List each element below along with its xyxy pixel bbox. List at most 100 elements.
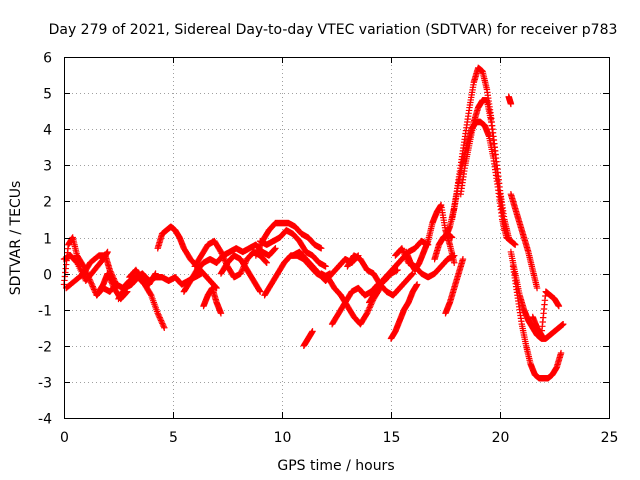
- x-tick-label: 10: [274, 430, 292, 446]
- data-point-marker: [363, 310, 371, 317]
- data-point-marker: [90, 284, 97, 292]
- series-arc-31: [509, 263, 565, 382]
- series-arc-13: [257, 227, 329, 270]
- data-point-marker: [398, 245, 406, 252]
- data-point-marker: [364, 308, 371, 316]
- y-tick-label: -2: [38, 340, 52, 356]
- series-arc-9: [191, 237, 270, 281]
- data-point-marker: [108, 271, 115, 278]
- data-point-marker: [219, 251, 226, 259]
- data-point-marker: [257, 288, 264, 295]
- series-arc-25: [442, 255, 467, 317]
- series-arc-23: [403, 201, 458, 274]
- data-point-marker: [154, 310, 161, 317]
- data-point-marker: [365, 305, 373, 313]
- data-point-marker: [322, 263, 329, 270]
- data-point-marker: [110, 275, 117, 282]
- y-tick-label: 6: [43, 51, 52, 67]
- data-point-marker: [152, 270, 159, 277]
- data-series: [60, 64, 567, 382]
- data-point-marker: [238, 267, 246, 274]
- data-point-marker: [270, 246, 278, 253]
- x-axis-title: GPS time / hours: [277, 458, 394, 474]
- data-point-marker: [262, 258, 270, 266]
- data-point-marker: [400, 248, 407, 255]
- data-point-marker: [256, 243, 263, 251]
- data-point-marker: [155, 311, 162, 318]
- data-point-marker: [88, 280, 95, 287]
- data-point-marker: [109, 274, 117, 281]
- data-point-marker: [253, 249, 261, 256]
- data-point-marker: [104, 248, 111, 256]
- data-point-marker: [88, 281, 96, 289]
- chart-title: Day 279 of 2021, Sidereal Day-to-day VTE…: [49, 22, 618, 38]
- series-arc-6: [126, 266, 159, 288]
- data-point-marker: [220, 254, 227, 261]
- data-point-marker: [89, 283, 96, 290]
- data-point-marker: [399, 246, 406, 253]
- data-point-marker: [107, 269, 115, 277]
- data-point-marker: [87, 279, 95, 286]
- data-point-marker: [157, 315, 164, 323]
- data-point-marker: [217, 310, 225, 317]
- series-arc-33: [529, 288, 563, 339]
- data-point-marker: [512, 241, 519, 248]
- grid-lines: [64, 57, 609, 418]
- data-point-marker: [151, 271, 159, 278]
- series-arc-16: [300, 328, 316, 349]
- data-point-marker: [159, 321, 167, 329]
- data-point-marker: [413, 281, 421, 288]
- data-point-marker: [221, 255, 228, 263]
- data-point-marker: [459, 255, 467, 263]
- series-arc-11: [217, 252, 264, 295]
- data-point-marker: [272, 245, 279, 252]
- data-point-marker: [533, 284, 541, 292]
- series-arc-19: [344, 252, 416, 299]
- x-tick-label: 15: [383, 430, 401, 446]
- data-point-marker: [555, 302, 563, 310]
- data-point-marker: [111, 276, 118, 284]
- x-tick-label: 20: [492, 430, 510, 446]
- data-point-marker: [271, 245, 279, 253]
- y-tick-label: 5: [43, 87, 52, 103]
- y-tick-label: 3: [43, 159, 52, 175]
- series-arc-10: [200, 284, 225, 317]
- data-point-marker: [505, 234, 512, 241]
- data-point-marker: [263, 259, 270, 266]
- data-point-marker: [155, 312, 163, 320]
- data-point-marker: [212, 284, 220, 291]
- data-point-marker: [90, 286, 98, 293]
- data-point-marker: [238, 268, 245, 276]
- data-point-marker: [72, 258, 79, 265]
- data-point-marker: [157, 317, 165, 324]
- y-tick-label: 0: [43, 268, 52, 284]
- series-arc-30: [507, 248, 567, 342]
- data-point-marker: [309, 328, 316, 335]
- data-point-marker: [365, 307, 372, 314]
- data-point-marker: [160, 323, 167, 330]
- data-point-marker: [262, 258, 269, 265]
- y-tick-label: 2: [43, 195, 52, 211]
- data-point-marker: [252, 252, 260, 259]
- data-point-marker: [448, 234, 456, 241]
- data-point-marker: [156, 314, 163, 321]
- data-point-marker: [451, 259, 458, 266]
- x-tick-label: 5: [169, 430, 178, 446]
- data-point-marker: [159, 320, 166, 327]
- data-point-marker: [408, 271, 416, 278]
- series-arc-21: [387, 281, 421, 342]
- y-tick-label: -4: [38, 412, 52, 428]
- data-point-marker: [107, 268, 114, 275]
- data-point-marker: [106, 266, 113, 274]
- series-arc-3: [62, 252, 120, 292]
- series-arc-28: [457, 97, 508, 234]
- data-point-marker: [255, 246, 262, 253]
- data-point-marker: [219, 253, 227, 260]
- data-point-marker: [217, 248, 225, 256]
- series-arc-32: [507, 190, 541, 292]
- data-point-marker: [394, 266, 401, 274]
- data-point-marker: [256, 287, 263, 294]
- y-tick-label: 1: [43, 232, 52, 248]
- axis-ticks: 0 5 10 15 20 25 -4 -3 -2 -1 0 1 2 3 4 5 6: [38, 51, 618, 447]
